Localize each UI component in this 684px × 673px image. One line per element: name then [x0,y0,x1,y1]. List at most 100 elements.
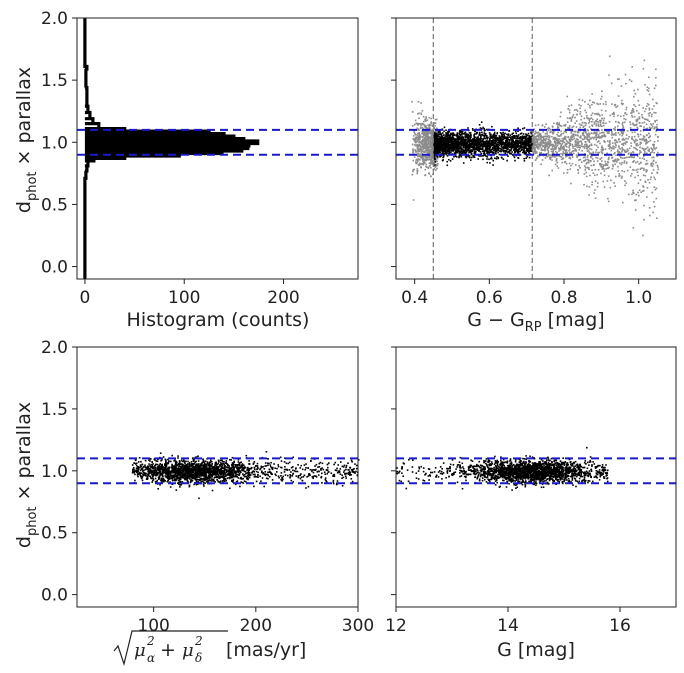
scatter-point [626,169,629,172]
scatter-point [434,134,437,136]
scatter-point [582,156,585,159]
scatter-point [568,111,571,114]
scatter-point [538,136,540,139]
scatter-point [586,143,588,146]
scatter-point [429,127,431,130]
scatter-point [497,151,499,154]
scatter-point [476,137,478,140]
scatter-point [433,122,436,124]
scatter-point [465,142,468,145]
scatter-point [413,131,416,134]
scatter-point [555,157,558,160]
scatter-point [656,136,659,139]
scatter-point [431,152,434,155]
scatter-point [498,144,500,147]
scatter-point [449,140,451,142]
scatter-point [552,149,555,151]
scatter-point [657,166,659,168]
scatter-point [656,127,659,130]
scatter-point [571,134,573,137]
scatter-point [577,169,579,172]
scatter-point [474,139,477,141]
scatter-point [624,180,626,182]
scatter-point [495,140,498,143]
scatter-point [587,135,589,137]
scatter-point [467,145,469,148]
scatter-point [430,122,432,125]
scatter-point [655,187,658,190]
scatter-point [601,163,603,166]
scatter-point [515,150,517,152]
scatter-point [492,133,495,136]
scatter-point [426,151,428,153]
scatter-point [577,172,580,174]
y-tick-label: 0.5 [41,195,68,215]
scatter-point [424,145,426,148]
scatter-point [624,156,627,159]
scatter-point [585,111,588,114]
scatter-point [552,148,554,150]
scatter-point [428,148,430,151]
scatter-point [625,137,627,140]
scatter-point [614,158,617,161]
scatter-point [468,142,471,144]
scatter-point [645,147,648,150]
scatter-point [466,134,469,137]
scatter-point [500,139,502,142]
scatter-point [649,152,652,154]
scatter-point [497,146,499,148]
scatter-point [587,158,589,161]
scatter-point [434,148,436,151]
scatter-point [508,136,511,138]
scatter-point [449,134,452,137]
scatter-point [631,111,633,114]
scatter-point [571,145,574,147]
scatter-point [586,117,588,119]
scatter-point [580,137,582,139]
scatter-point [624,150,626,153]
scatter-point [634,199,636,202]
scatter-point [422,138,424,141]
scatter-point [440,138,442,141]
scatter-point [480,121,483,123]
scatter-point [583,173,586,175]
scatter-point [475,133,478,135]
scatter-point [412,150,415,153]
scatter-point [595,138,597,141]
scatter-point [434,122,437,124]
scatter-point [460,152,463,155]
scatter-point [545,137,548,140]
scatter-point [435,155,437,158]
scatter-point [558,148,561,151]
scatter-point [425,117,427,120]
scatter-point [586,146,589,149]
scatter-point [436,167,438,170]
scatter-point [610,179,612,182]
scatter-point [526,147,528,150]
scatter-point [552,131,555,134]
scatter-point [498,140,501,142]
scatter-point [489,162,491,164]
scatter-point [565,140,568,142]
scatter-point [510,147,513,150]
scatter-point [622,121,624,124]
scatter-point [590,117,593,119]
scatter-point [501,138,504,141]
scatter-point [638,189,641,191]
scatter-point [431,157,433,160]
scatter-point [437,131,440,134]
scatter-point [426,146,428,149]
scatter-point [438,138,440,141]
scatter-point [590,155,593,158]
scatter-point [424,140,427,143]
scatter-point [465,149,468,152]
scatter-point [446,155,449,157]
scatter-point [429,144,431,146]
scatter-point [428,136,430,138]
scatter-point [462,146,465,149]
scatter-point [535,131,537,134]
scatter-point [432,158,435,161]
scatter-point [560,130,562,133]
scatter-point [533,135,536,138]
scatter-point [651,165,654,167]
